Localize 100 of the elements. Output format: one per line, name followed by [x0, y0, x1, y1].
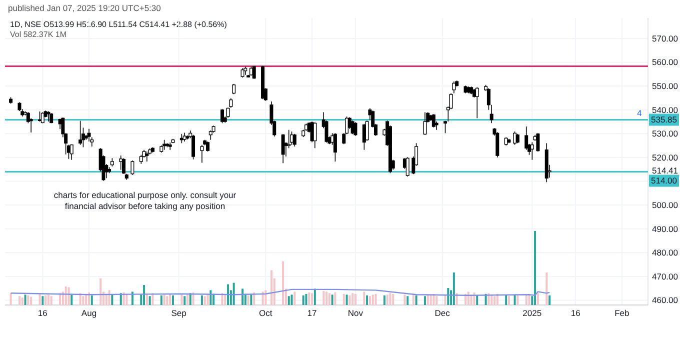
bar — [288, 296, 290, 305]
bar — [160, 295, 162, 305]
bar — [436, 296, 438, 305]
candlestick — [486, 88, 490, 110]
bar — [82, 296, 84, 305]
bar — [50, 296, 52, 305]
bar — [192, 292, 194, 305]
bar — [64, 286, 67, 305]
candlestick — [38, 111, 42, 122]
candlestick — [423, 112, 427, 136]
annotation: 4 — [637, 108, 642, 118]
candlestick — [333, 132, 337, 162]
candlestick — [87, 128, 91, 142]
bar — [342, 294, 345, 305]
bar — [210, 290, 212, 305]
bar — [224, 294, 226, 305]
bar — [366, 295, 368, 305]
bar — [290, 294, 293, 305]
bar — [200, 295, 203, 305]
candlestick — [475, 86, 479, 119]
bar — [311, 293, 314, 305]
bar — [88, 292, 90, 305]
candlestick — [70, 144, 74, 160]
y-tick-label: 490.00 — [652, 224, 678, 234]
bar — [412, 294, 414, 305]
candlestick — [46, 110, 50, 122]
candlestick — [206, 141, 210, 152]
y-tick-label: 540.00 — [652, 104, 678, 115]
bar — [232, 282, 235, 305]
chart-subtitle: published Jan 07, 2025 19:20 UTC+5:30 — [8, 3, 162, 13]
candlestick — [281, 134, 285, 164]
bar — [383, 295, 386, 305]
bar — [59, 293, 62, 305]
candlestick — [200, 144, 204, 164]
bar — [122, 292, 125, 305]
bar — [44, 295, 47, 305]
bar — [363, 292, 366, 305]
candlestick — [119, 155, 123, 170]
ref-line-label: 514.00 — [651, 176, 678, 186]
bar — [314, 288, 316, 305]
y-tick-label: 520.00 — [652, 152, 678, 162]
y-tick-label: 550.00 — [652, 81, 678, 92]
bar — [143, 285, 146, 305]
bar — [79, 293, 82, 305]
y-tick-label: 570.00 — [652, 33, 678, 44]
bar — [426, 294, 429, 305]
x-tick-label: 16 — [570, 308, 581, 318]
bar — [548, 295, 551, 305]
candlestick — [490, 104, 494, 124]
chart-title: Vol 582.37K 1M — [10, 30, 67, 39]
candlestick — [432, 114, 436, 128]
candlestick — [220, 108, 224, 124]
bar — [374, 294, 377, 305]
bar — [447, 288, 450, 305]
bar — [326, 292, 328, 305]
candlestick — [496, 132, 500, 158]
bar — [169, 294, 172, 305]
candlestick — [292, 133, 296, 147]
candlestick — [313, 122, 317, 149]
bar — [406, 296, 409, 305]
bar — [10, 293, 12, 305]
bar — [546, 272, 548, 305]
candlestick — [406, 156, 410, 177]
bar — [189, 293, 192, 305]
bar — [528, 294, 530, 305]
bar — [514, 294, 516, 305]
bar — [534, 231, 536, 305]
bar — [270, 270, 272, 305]
bar — [505, 295, 508, 305]
bar — [27, 295, 30, 305]
bar — [476, 295, 478, 305]
bar — [18, 296, 20, 305]
y-tick-label: 470.00 — [652, 271, 678, 282]
bar — [24, 294, 26, 305]
bar — [392, 294, 394, 305]
bar — [30, 296, 32, 305]
x-tick-label: 17 — [307, 308, 318, 318]
y-tick-label: 560.00 — [652, 57, 678, 68]
ref-line-label: 535.85 — [651, 114, 678, 125]
candlestick — [516, 133, 520, 144]
bar — [536, 293, 539, 305]
x-tick-label: Nov — [348, 308, 364, 318]
y-tick-label: 480.00 — [652, 248, 678, 258]
bar — [368, 296, 371, 305]
candlestick — [240, 68, 244, 78]
bar — [282, 261, 284, 305]
bar — [352, 293, 354, 305]
candlestick — [145, 151, 149, 162]
bar — [424, 296, 426, 305]
x-tick-label: Aug — [81, 308, 97, 318]
bar — [242, 288, 244, 305]
bar — [516, 295, 519, 305]
bar — [100, 278, 102, 305]
bar — [334, 292, 336, 305]
bar — [126, 294, 128, 305]
bar — [264, 290, 267, 305]
y-tick-label: 514.41 — [652, 166, 678, 176]
bar — [21, 298, 24, 305]
bar — [262, 292, 264, 305]
candlestick — [130, 160, 134, 176]
